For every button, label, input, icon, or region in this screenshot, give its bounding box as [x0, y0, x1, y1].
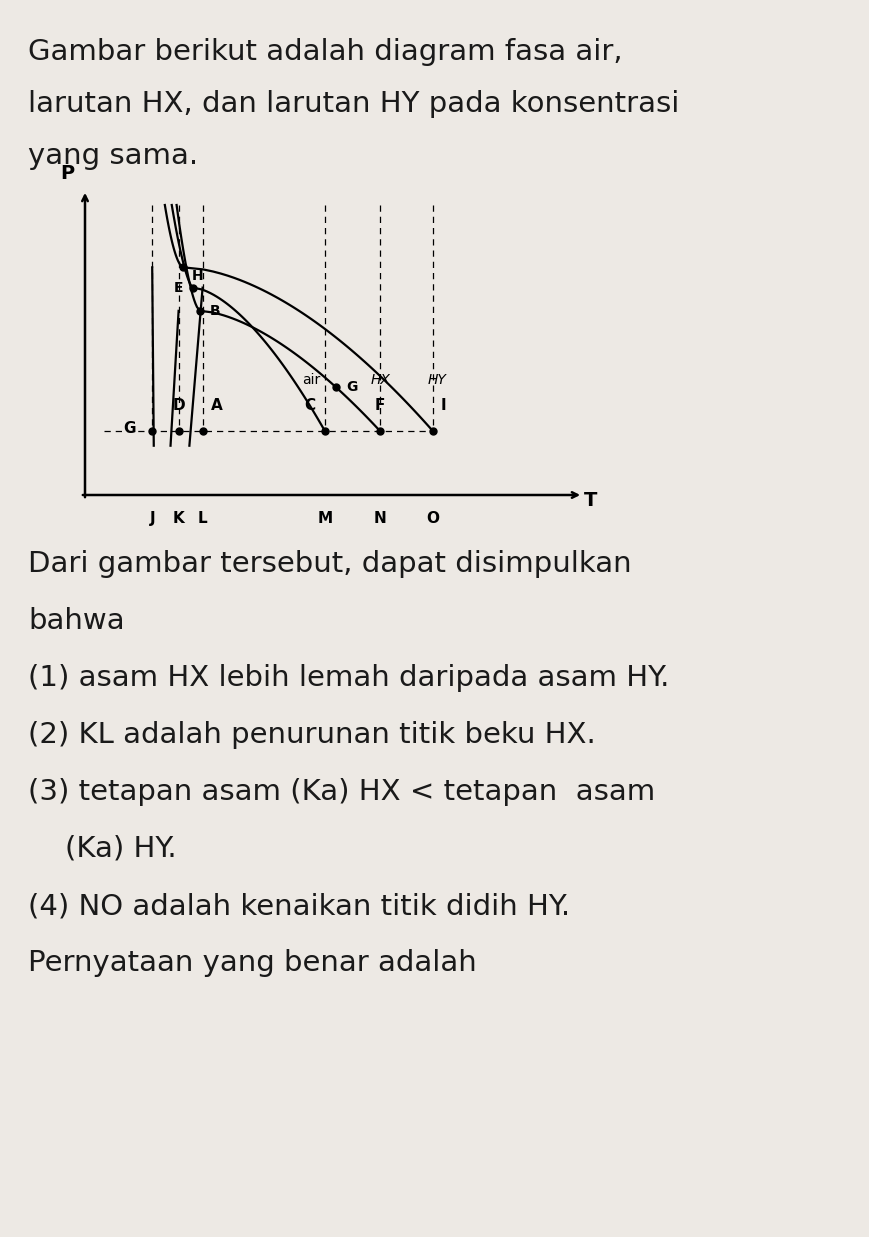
Text: G: G	[345, 380, 356, 395]
Text: O: O	[426, 511, 439, 526]
Text: P: P	[60, 165, 74, 183]
Text: L: L	[197, 511, 207, 526]
Text: F: F	[375, 398, 385, 413]
Text: D: D	[172, 398, 185, 413]
Text: yang sama.: yang sama.	[28, 142, 198, 169]
Text: M: M	[317, 511, 332, 526]
Text: HY: HY	[427, 374, 446, 387]
Text: T: T	[584, 491, 597, 510]
Text: J: J	[149, 511, 155, 526]
Text: HX: HX	[370, 374, 389, 387]
Text: C: C	[303, 398, 315, 413]
Text: N: N	[374, 511, 386, 526]
Text: B: B	[210, 304, 221, 318]
Text: E: E	[173, 281, 182, 294]
Text: I: I	[441, 398, 446, 413]
Text: A: A	[210, 398, 222, 413]
Text: larutan HX, dan larutan HY pada konsentrasi: larutan HX, dan larutan HY pada konsentr…	[28, 90, 679, 118]
Text: H: H	[191, 270, 202, 283]
Text: Pernyataan yang benar adalah: Pernyataan yang benar adalah	[28, 949, 476, 977]
Text: G: G	[123, 421, 136, 435]
Text: bahwa: bahwa	[28, 607, 124, 635]
Text: Gambar berikut adalah diagram fasa air,: Gambar berikut adalah diagram fasa air,	[28, 38, 622, 66]
Text: (1) asam HX lebih lemah daripada asam HY.: (1) asam HX lebih lemah daripada asam HY…	[28, 664, 668, 691]
Text: (2) KL adalah penurunan titik beku HX.: (2) KL adalah penurunan titik beku HX.	[28, 721, 595, 748]
Text: Dari gambar tersebut, dapat disimpulkan: Dari gambar tersebut, dapat disimpulkan	[28, 550, 631, 578]
Text: air: air	[302, 374, 320, 387]
Text: (3) tetapan asam (Ka) HX < tetapan  asam: (3) tetapan asam (Ka) HX < tetapan asam	[28, 778, 654, 807]
Text: (4) NO adalah kenaikan titik didih HY.: (4) NO adalah kenaikan titik didih HY.	[28, 892, 569, 920]
Text: (Ka) HY.: (Ka) HY.	[28, 835, 176, 863]
Text: K: K	[173, 511, 184, 526]
